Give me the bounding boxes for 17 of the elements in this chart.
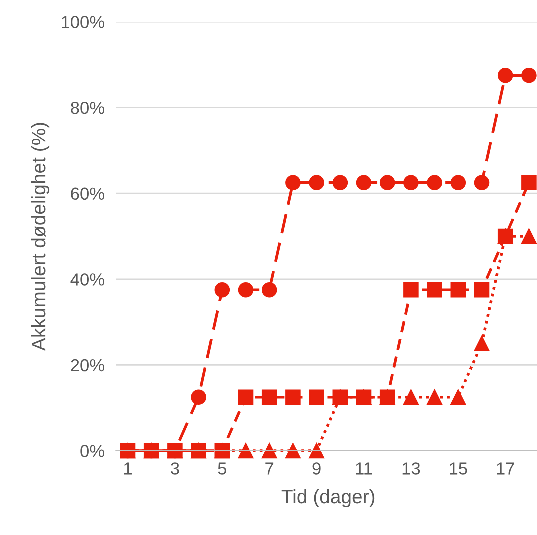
y-tick-label: 0% xyxy=(80,445,104,458)
y-tick-label: 100% xyxy=(62,16,104,28)
y-tick-label: 20% xyxy=(71,359,104,372)
x-tick-label: 9 xyxy=(312,462,321,475)
x-tick-label: 1 xyxy=(124,462,132,475)
x-tick-label: 5 xyxy=(218,462,226,475)
y-tick-label: 80% xyxy=(71,102,104,114)
y-tick-label: 40% xyxy=(70,274,104,286)
x-tick-label: 11 xyxy=(356,462,372,475)
x-tick-label: 13 xyxy=(402,462,420,475)
x-axis-title: Tid (dager) xyxy=(282,489,375,508)
x-tick-label: 7 xyxy=(266,462,274,475)
x-tick-label: 3 xyxy=(171,462,180,475)
y-tick-label: 60% xyxy=(71,188,104,200)
x-tick-label: 17 xyxy=(497,462,514,475)
x-tick-label: 15 xyxy=(450,462,468,475)
y-axis-title: Akkumulert dødelighet (%) xyxy=(31,123,50,352)
